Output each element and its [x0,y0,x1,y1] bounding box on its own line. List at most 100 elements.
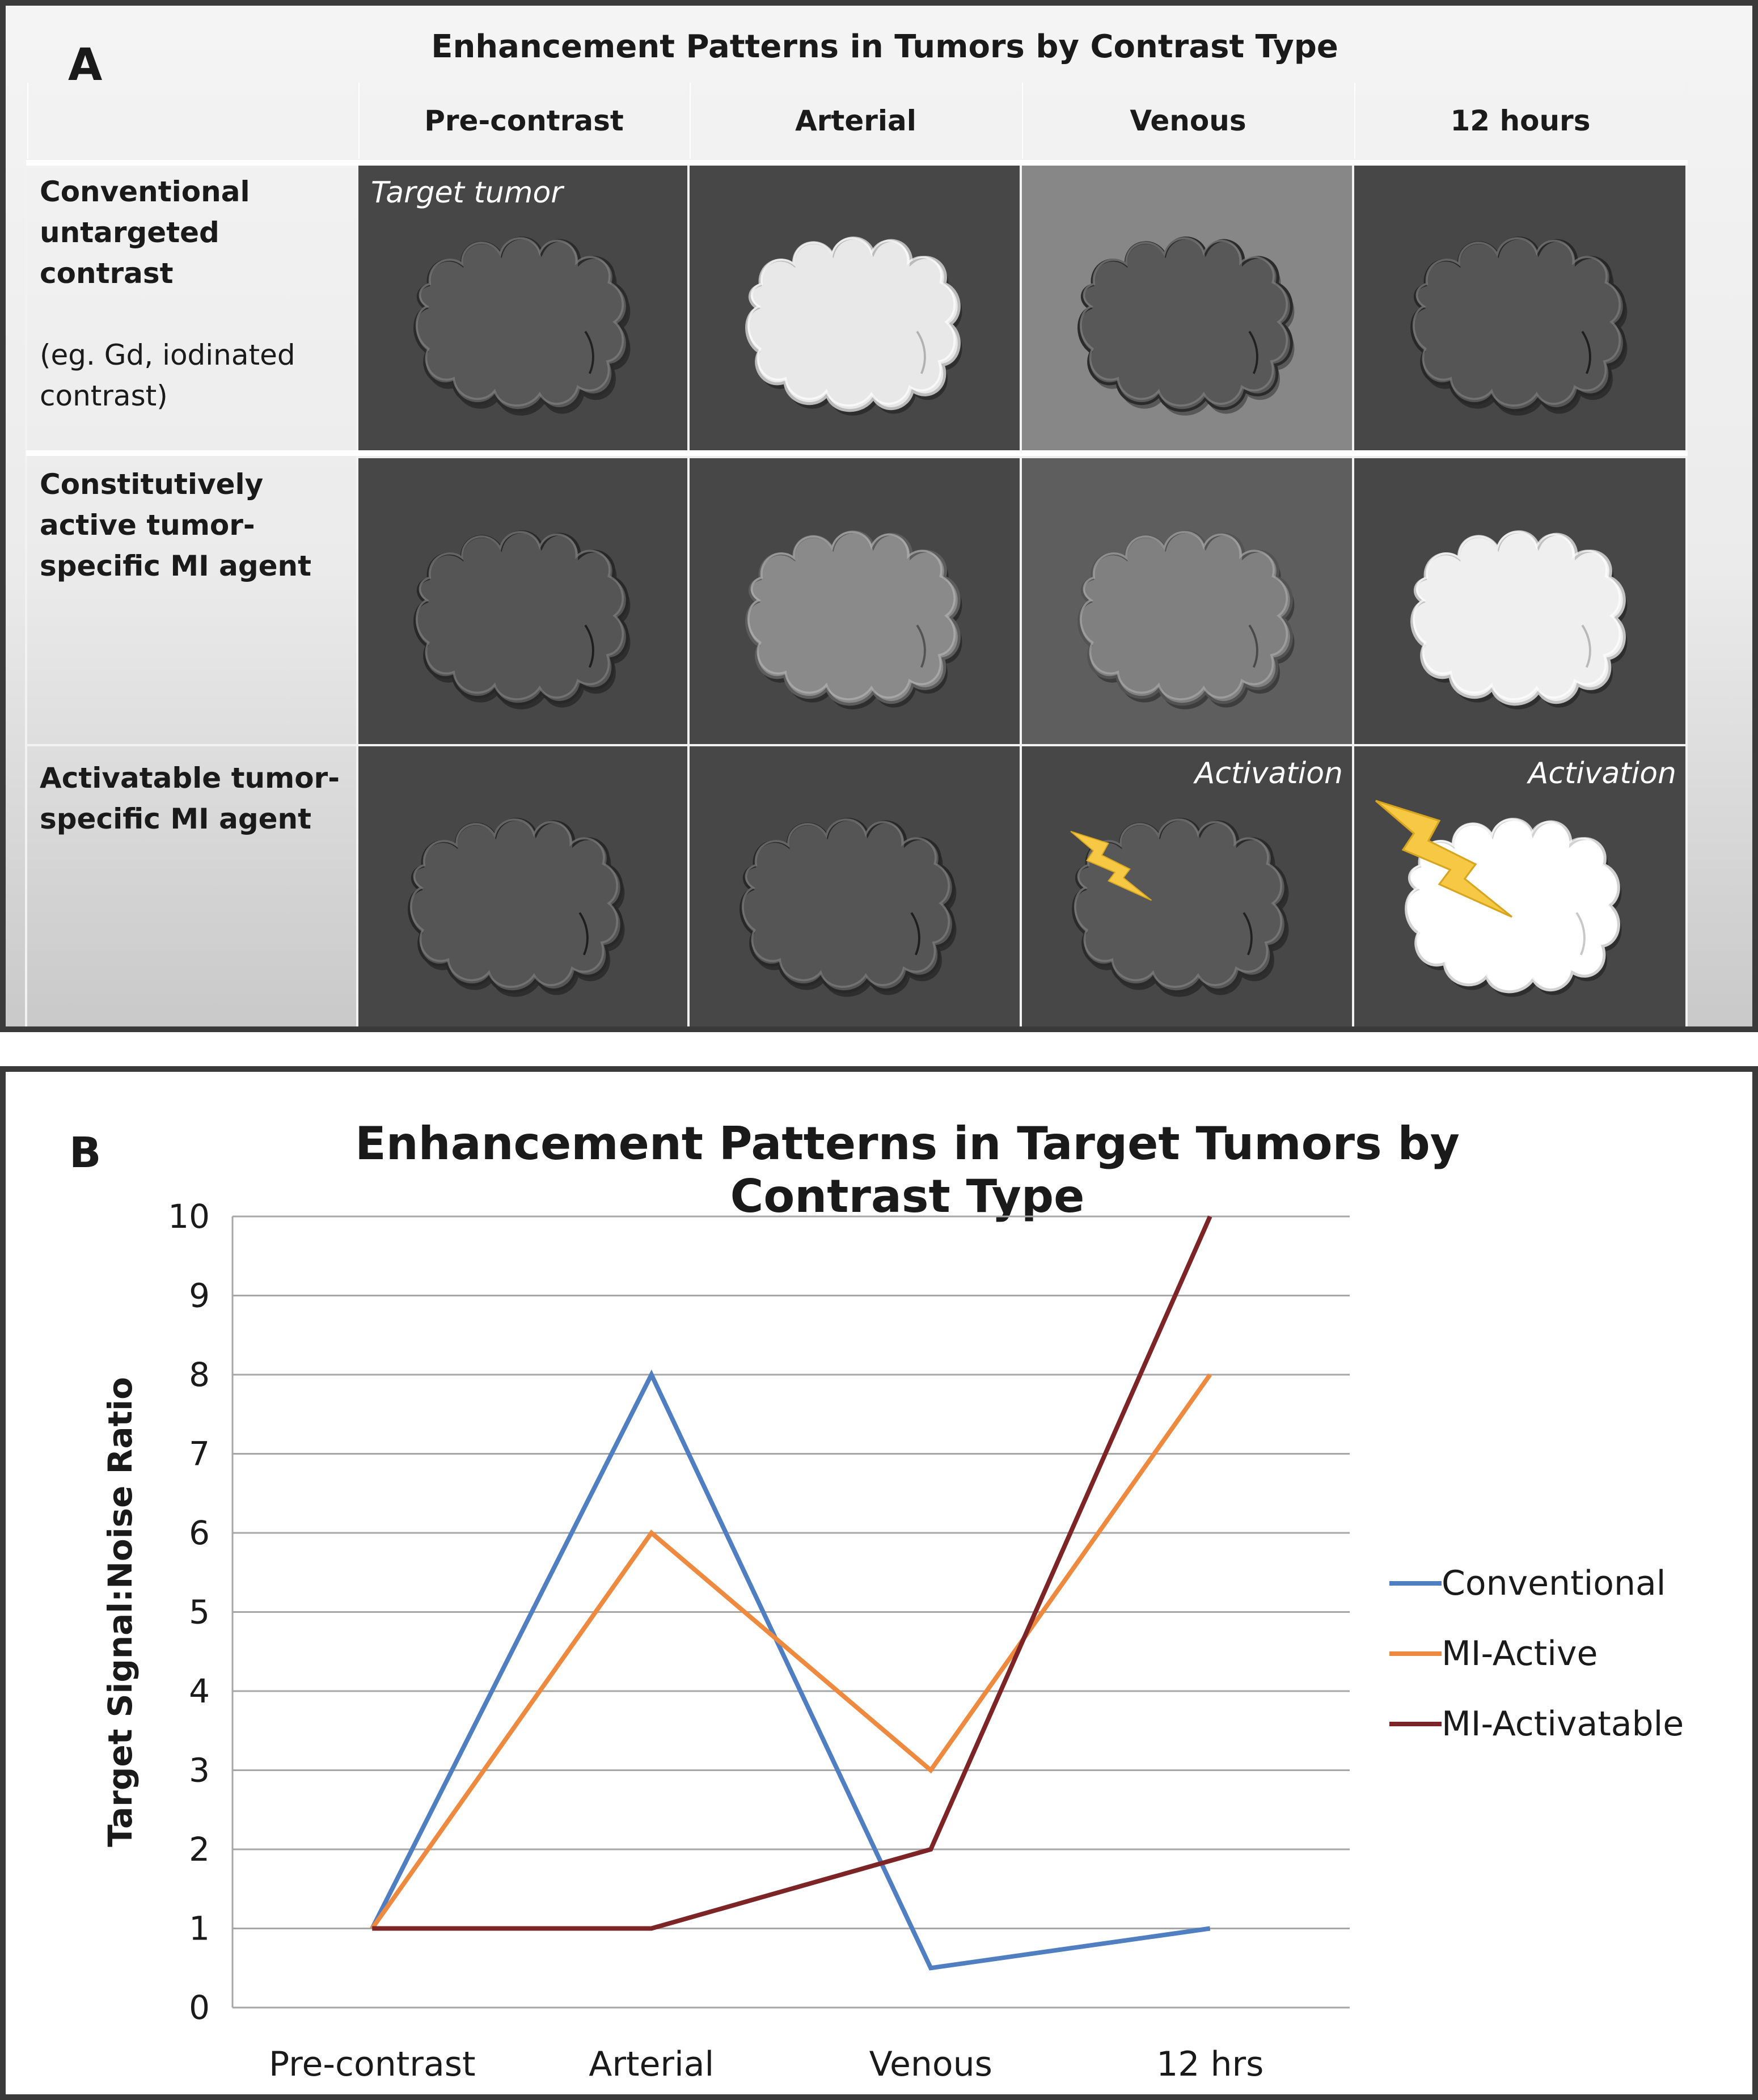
legend-label-conventional: Conventional [1442,1564,1666,1603]
tumor-crease [578,912,589,956]
tumor-crease [1248,331,1258,374]
tumor-highlight [741,818,950,988]
tumor-drawing [413,236,631,416]
target-tumor-shape [745,530,961,706]
tumor-crease [584,624,594,668]
tumor-drawing [1410,236,1628,416]
legend-item-mi-activatable: MI-Activatable [1389,1689,1684,1759]
series-line-mi-activatable [372,1215,1212,1931]
tumor-crease [910,912,920,956]
legend-label-mi-active: MI-Active [1442,1634,1598,1674]
y-axis-label: Target Signal:Noise Ratio [101,1377,140,1847]
tumor-cell-r1-c1: Target tumor [357,164,688,450]
legend-item-conventional: Conventional [1389,1548,1684,1619]
y-tick-label: 2 [189,1830,210,1869]
x-tick-label: Arterial [589,2044,714,2084]
tumor-drawing [745,530,962,709]
tumor-highlight [1079,237,1288,407]
grid-divider-vertical [1020,83,1022,1026]
tumor-highlight [415,237,624,407]
y-tick-label: 10 [168,1197,210,1236]
tumor-drawing [1070,818,1289,997]
tumor-crease [916,331,926,374]
tumor-crease [1248,624,1258,668]
tumor-crease [584,331,594,374]
x-tick-label: 12 hrs [1156,2044,1263,2084]
grid-divider-horizontal [26,744,1688,746]
column-header-arterial: Arterial [688,83,1023,159]
target-tumor-shape [1077,236,1293,412]
tumor-cell-r1-c2 [688,164,1021,450]
x-tick-label: Venous [869,2044,992,2084]
tumor-drawing [1077,530,1295,709]
y-tick-label: 7 [189,1435,210,1473]
row-label-constitutive: Constitutively active tumor-specific MI … [40,464,357,586]
column-header-venous: Venous [1021,83,1355,159]
tumor-drawing [1410,530,1628,709]
y-tick-label: 8 [189,1355,210,1394]
tumor-cell-r1-c3 [1021,164,1353,450]
y-tick-label: 1 [189,1909,210,1948]
grid-divider-vertical [1685,83,1688,1026]
panel-a-letter: A [68,40,103,91]
series-line-conventional [370,1369,1211,1971]
tumor-crease [1575,912,1586,956]
grid-divider-vertical [356,83,358,1026]
tumor-highlight [415,531,624,700]
row-label-activatable: Activatable tumor-specific MI agent [40,758,357,839]
target-tumor-shape [413,530,629,706]
row-sublabel-conventional: (eg. Gd, iodinated contrast) [40,339,295,412]
tumor-highlight [1079,531,1288,700]
target-tumor-shape [745,236,961,412]
chart-legend: Conventional MI-Active MI-Activatable [1389,1548,1684,1759]
series-line-mi-active [370,1373,1212,1930]
y-tick-label: 4 [189,1672,210,1710]
tumor-highlight [1412,237,1621,407]
row-label-conventional-text: Conventional untargeted contrast [40,175,250,290]
target-tumor-shape [1410,530,1626,706]
tumor-drawing [413,530,631,709]
cell-annotation: Activation [1528,757,1676,791]
tumor-cell-r3-c1 [357,745,688,1026]
row-label-activatable-text: Activatable tumor-specific MI agent [40,762,340,835]
grid-divider-vertical [687,83,690,1026]
lightning-bolt-icon [1375,800,1513,918]
tumor-cell-r3-c4: Activation [1353,745,1687,1026]
tumor-drawing [745,236,962,416]
legend-swatch-mi-active [1389,1651,1442,1656]
lightning-bolt-icon [1070,831,1152,901]
tumor-cell-r2-c2 [688,458,1021,744]
tumor-crease [916,624,926,668]
grid-divider-vertical [1352,83,1354,1026]
tumor-highlight [747,237,956,407]
tumor-crease [1581,331,1591,374]
target-tumor-shape [1077,530,1293,706]
target-tumor-shape [413,236,629,412]
cell-annotation: Target tumor [371,176,563,210]
grid-divider-horizontal [26,160,1688,166]
tumor-highlight [747,531,956,700]
row-label-conventional: Conventional untargeted contrast (eg. Gd… [40,171,357,416]
tumor-drawing [408,818,625,997]
tumor-crease [1581,624,1591,668]
tumor-highlight [409,818,619,988]
legend-swatch-mi-activatable [1389,1722,1442,1726]
tumor-crease [1243,912,1253,956]
panel-a: A Enhancement Patterns in Tumors by Cont… [0,0,1758,1032]
tumor-drawing [1077,236,1295,416]
target-tumor-shape [408,818,623,994]
grid-divider-vertical [25,83,27,1026]
tumor-cell-r3-c3: Activation [1021,745,1353,1026]
target-tumor-shape [739,818,955,994]
tumor-highlight [1412,531,1621,700]
legend-label-mi-activatable: MI-Activatable [1442,1704,1684,1744]
tumor-cell-r2-c3 [1021,458,1353,744]
column-header-12-hours: 12 hours [1353,83,1688,159]
tumor-cell-r2-c4 [1353,458,1687,744]
tumor-drawing [739,818,957,997]
grid-divider-horizontal [26,450,1688,456]
legend-swatch-conventional [1389,1581,1442,1586]
panel-b: B Enhancement Patterns in Target Tumors … [0,1066,1758,2100]
panel-a-title: Enhancement Patterns in Tumors by Contra… [431,28,1338,65]
x-tick-label: Pre-contrast [269,2044,476,2084]
